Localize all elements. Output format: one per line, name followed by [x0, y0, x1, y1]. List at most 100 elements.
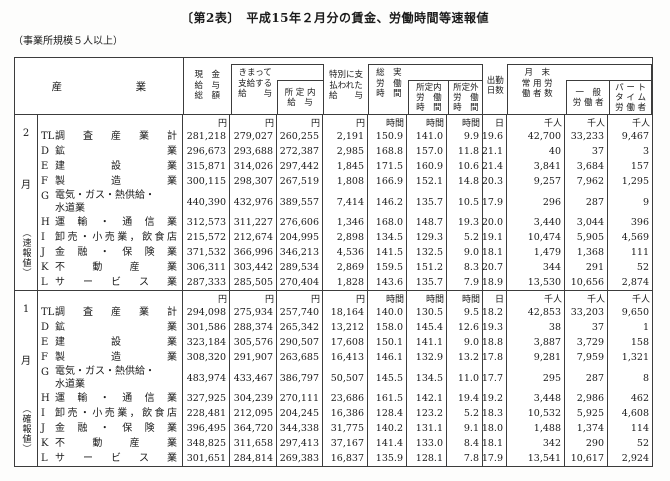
cell-parttime-workers: 9,467: [621, 131, 649, 142]
industry-name: 製造業: [55, 352, 177, 363]
unit-parttime-workers: 千人: [631, 294, 650, 305]
industry-code: K: [41, 262, 49, 273]
cell-cash-total: 287,333: [183, 275, 230, 290]
cell-cash-total: 483,974: [183, 365, 230, 391]
cell-general-workers: 3,729: [565, 335, 608, 350]
cell-general-workers: 33,233: [565, 129, 608, 144]
cell-parttime-workers: 111: [630, 247, 649, 258]
cell-month-end-workers: 295: [507, 365, 565, 391]
header-scheduled-hours: 所定内 労 働 時 間: [408, 80, 449, 115]
cell-month-end-workers: 40: [507, 144, 565, 159]
table-row: I 卸売・小売業，飲食店 228,481 212,095 204,245 16,386 12…: [38, 406, 652, 421]
cell-general-workers: 5,925: [565, 406, 608, 421]
section-month-suffix: 月: [21, 356, 31, 367]
cell-scheduled-hours: 129.3: [407, 230, 447, 245]
cell-scheduled-hours: 135.7: [407, 275, 447, 290]
table-row: D 鉱業 301,586 288,374 265,342 13,212 158.0 145.4…: [38, 320, 652, 335]
cell-scheduled-hours: 134.5: [407, 365, 447, 391]
cell-general-workers: 10,617: [565, 451, 608, 466]
unit-special-pay: 円: [323, 115, 368, 129]
cell-scheduled-pay: 276,606: [277, 215, 323, 230]
industry-cell: K 不動産業: [38, 260, 183, 275]
cell-cash-total: 301,651: [183, 451, 230, 466]
industry-cell-empty: [38, 291, 183, 305]
header-group-workers: 月 末 常 用 労 働 者 数 一 般 労 働 者 パ ー ト タ イ ム 労 …: [507, 64, 652, 115]
industry-name: 不動産業: [55, 438, 177, 449]
table-row: TL 調査産業計 281,218 279,027 260,255 2,191 150.9 14…: [38, 129, 652, 144]
header-group-total-hours: 総 実 労 働 時 間 所定内 労 働 時 間 所定外 労 働 時 間: [368, 64, 484, 115]
cell-contractual-pay: 291,907: [230, 350, 277, 365]
unit-month-end-workers: 千人: [507, 115, 565, 129]
cell-contractual-pay: 212,095: [230, 406, 277, 421]
cell-contractual-pay: 212,674: [230, 230, 277, 245]
cell-days-worked: 21.4: [482, 159, 507, 174]
cell-overtime-hours: 8.4: [447, 436, 483, 451]
cell-contractual-pay: 305,576: [230, 335, 277, 350]
cell-cash-total: 300,115: [183, 174, 230, 189]
unit-contractual-pay: 円: [230, 291, 277, 305]
cell-overtime-hours: 11.0: [447, 365, 483, 391]
cell-total-hours: 145.5: [368, 365, 407, 391]
cell-cash-total: 371,532: [183, 245, 230, 260]
cell-contractual-pay: 433,467: [230, 365, 277, 391]
cell-parttime-workers: 52: [636, 438, 649, 449]
cell-special-pay: 31,775: [323, 421, 368, 436]
industry-code: E: [41, 337, 49, 348]
cell-overtime-hours: 9.0: [447, 245, 483, 260]
cell-scheduled-pay: 260,255: [277, 129, 323, 144]
industry-cell: J 金融・保険業: [38, 421, 183, 436]
header-cash-total: 現 金 給 与 総 額: [194, 70, 220, 102]
cell-scheduled-hours: 123.2: [407, 406, 447, 421]
industry-cell: F 製造業: [38, 174, 183, 189]
cell-cash-total: 306,311: [183, 260, 230, 275]
cell-cash-total: 396,495: [183, 421, 230, 436]
cell-scheduled-hours: 141.0: [407, 129, 447, 144]
industry-name: 製造業: [55, 176, 177, 187]
header-days-worked: 出勤 日数: [486, 75, 504, 97]
cell-scheduled-hours: 132.9: [407, 350, 447, 365]
unit-overtime-hours: 時間: [447, 115, 483, 129]
unit-general-workers: 千人: [565, 291, 608, 305]
cell-scheduled-hours: 132.5: [407, 245, 447, 260]
table-row: G 電気・ガス・熱供給・ 水道業 483,974 433,467 386,797 50,5…: [38, 365, 652, 391]
unit-scheduled-hours: 時間: [407, 115, 447, 129]
cell-total-hours: 134.5: [368, 230, 407, 245]
cell-scheduled-hours: 133.0: [407, 436, 447, 451]
cell-total-hours: 143.6: [368, 275, 407, 290]
cell-special-pay: 1,346: [323, 215, 368, 230]
cell-days-worked: 18.1: [482, 245, 507, 260]
cell-days-worked: 18.0: [482, 421, 507, 436]
cell-special-pay: 16,413: [323, 350, 368, 365]
cell-general-workers: 1,374: [565, 421, 608, 436]
cell-contractual-pay: 284,814: [230, 451, 277, 466]
industry-cell: J 金融・保険業: [38, 245, 183, 260]
industry-cell: L サービス業: [38, 451, 183, 466]
cell-overtime-hours: 5.2: [447, 230, 483, 245]
cell-scheduled-pay: 265,342: [277, 320, 323, 335]
cell-parttime-workers: 157: [630, 161, 649, 172]
industry-name: 運輸・通信業: [55, 217, 177, 228]
industry-name: 運輸・通信業: [55, 393, 177, 404]
cell-scheduled-pay: 272,387: [277, 144, 323, 159]
header-scheduled-pay: 所 定 内 給 与: [276, 80, 323, 115]
cell-special-pay: 2,985: [323, 144, 368, 159]
cell-special-pay: 7,414: [323, 189, 368, 215]
cell-parttime-workers: 52: [636, 262, 649, 273]
cell-special-pay: 16,837: [323, 451, 368, 466]
cell-special-pay: 2,191: [323, 129, 368, 144]
cell-month-end-workers: 10,474: [507, 230, 565, 245]
section-february: 2 月 （速報値） 円円円円時間 時間 時間日千人 千人 千人 TL 調査産業計 281,21…: [15, 115, 652, 290]
page-title: 〔第2表〕 平成15年２月分の賃金、労働時間等速報値: [180, 11, 490, 25]
table-row: H 運輸・通信業 327,925 304,239 270,111 23,686 161.5 1…: [38, 391, 652, 406]
section-label-february: 2 月 （速報値）: [15, 115, 38, 290]
cell-month-end-workers: 3,448: [507, 391, 565, 406]
cell-overtime-hours: 13.2: [447, 350, 483, 365]
cell-special-pay: 18,164: [323, 305, 368, 320]
cell-general-workers: 1,368: [565, 245, 608, 260]
cell-cash-total: 440,390: [183, 189, 230, 215]
industry-name: 卸売・小売業，飲食店: [55, 408, 177, 419]
industry-code: J: [41, 247, 46, 258]
cell-scheduled-pay: 290,507: [277, 335, 323, 350]
industry-cell: F 製造業: [38, 350, 183, 365]
cell-parttime-workers: 2,874: [621, 277, 649, 288]
